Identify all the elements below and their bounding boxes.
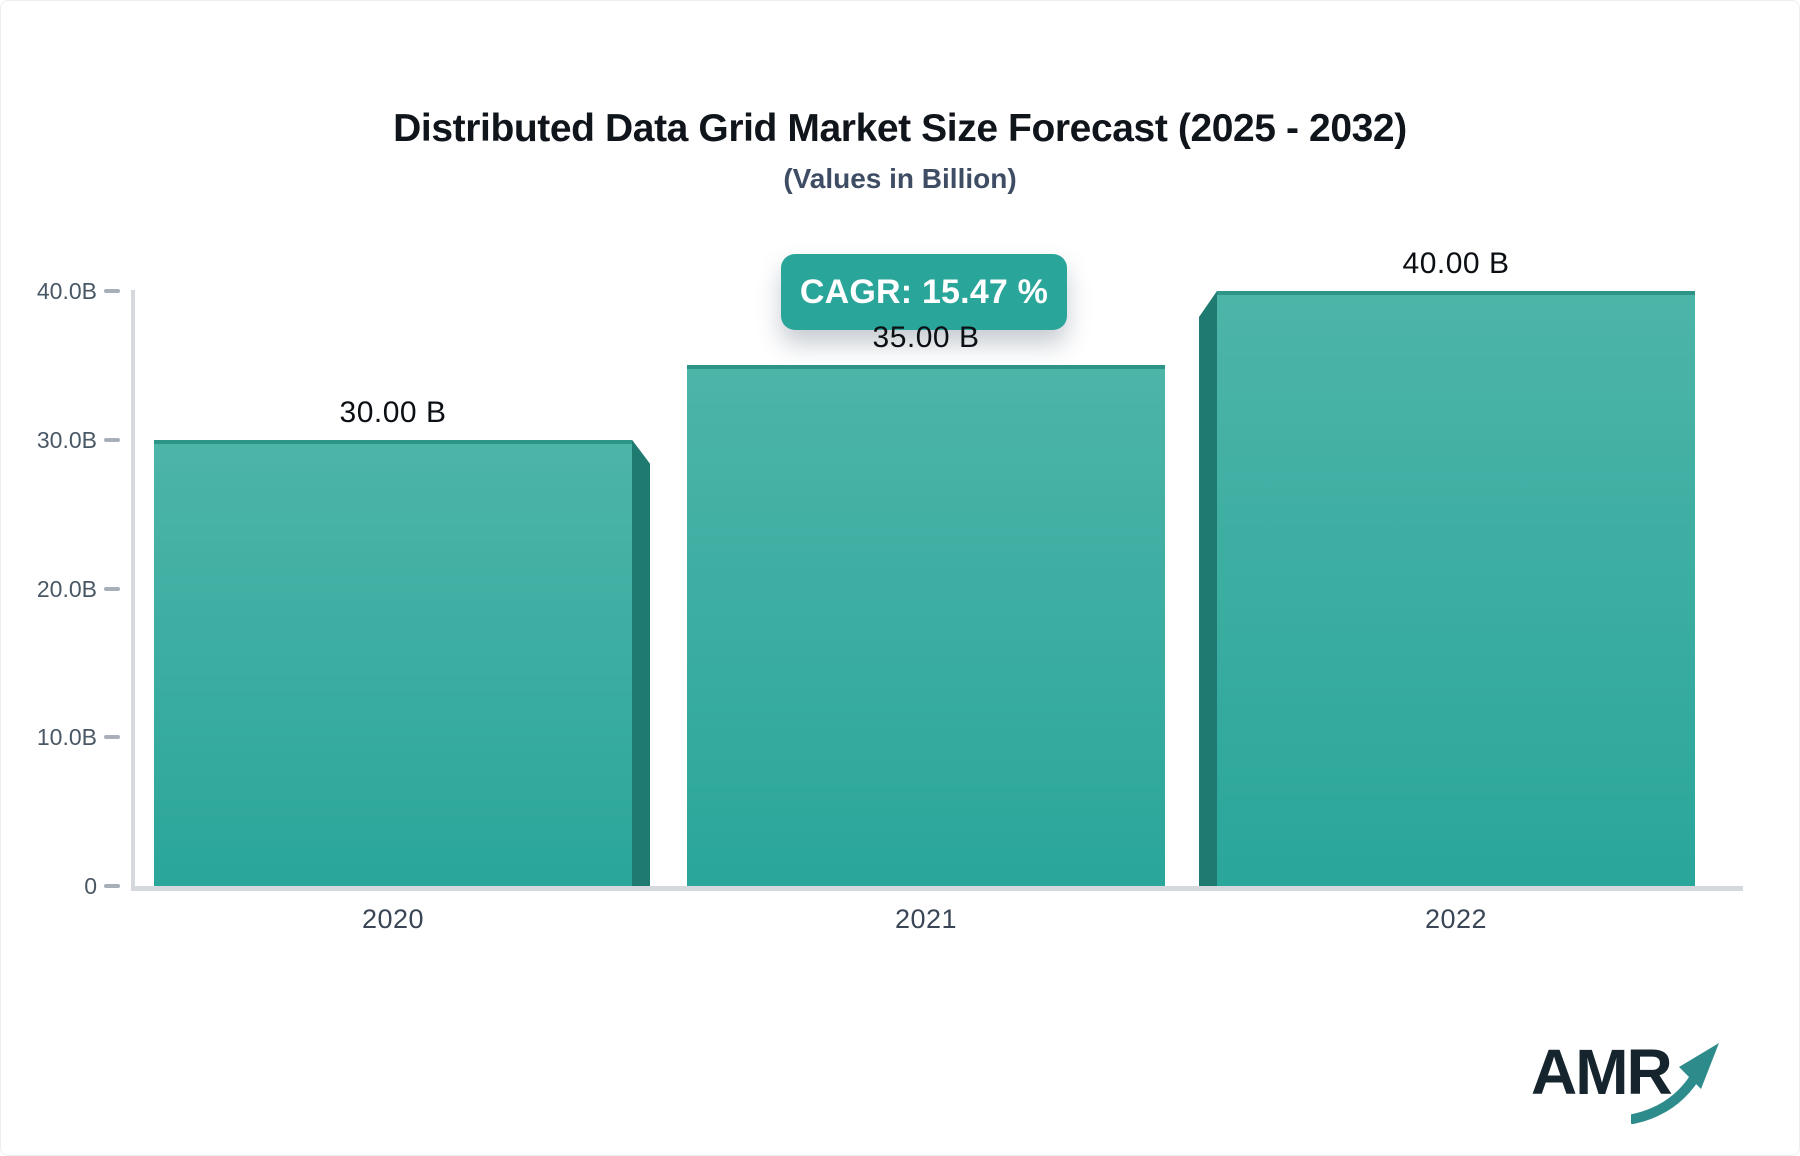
bar-value-label: 40.00 B [1402, 247, 1510, 280]
cagr-badge-label: CAGR: 15.47 % [799, 272, 1049, 311]
brand-logo-text: AMR [1531, 1036, 1673, 1108]
bar-value-label: 30.00 B [339, 395, 447, 429]
brand-logo: AMR [1531, 1027, 1731, 1127]
x-tick-label: 2022 [1424, 904, 1488, 934]
bar-value-label: 35.00 B [872, 321, 980, 355]
bar-2021[interactable] [687, 365, 1165, 886]
bar-2020[interactable] [154, 439, 632, 886]
y-tick-dash [104, 437, 120, 442]
y-tick-dash [104, 586, 120, 591]
cagr-badge: CAGR: 15.47 % [781, 254, 1067, 330]
chart-title: Distributed Data Grid Market Size Foreca… [393, 107, 1407, 150]
y-tick-label: 20.0B [36, 575, 97, 602]
bar-side-face [1199, 291, 1217, 886]
x-tick-label: 2020 [361, 904, 425, 934]
bar-side-face [632, 439, 650, 886]
growth-arrow-icon [1631, 1043, 1719, 1124]
y-tick-label: 0 [84, 873, 97, 899]
y-tick-label: 10.0B [36, 724, 97, 751]
y-tick-label: 40.0B [36, 278, 97, 304]
y-axis-line [131, 290, 135, 888]
x-axis-line [131, 886, 1743, 891]
chart-subtitle: (Values in Billion) [783, 163, 1017, 194]
bar-2022[interactable] [1217, 291, 1695, 886]
y-tick-dash [104, 735, 120, 740]
y-tick-dash [104, 289, 120, 293]
x-tick-label: 2021 [894, 904, 958, 934]
y-tick-label: 30.0B [36, 426, 97, 453]
y-tick-dash [104, 884, 120, 888]
